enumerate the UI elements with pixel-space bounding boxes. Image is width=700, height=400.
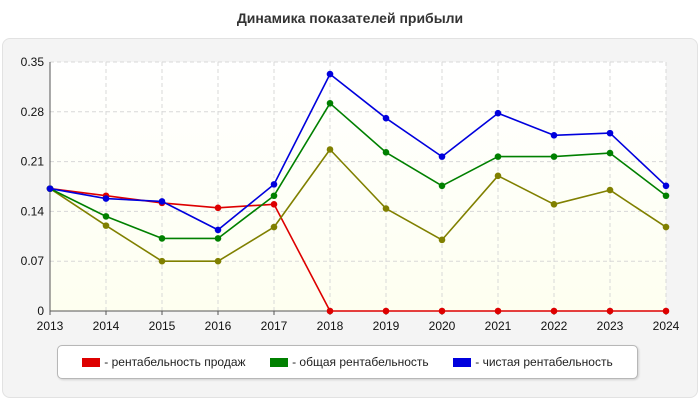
data-point bbox=[550, 200, 558, 208]
legend-label: - чистая рентабельность bbox=[475, 355, 613, 369]
x-tick-label: 2022 bbox=[541, 319, 568, 333]
x-tick-label: 2018 bbox=[317, 319, 344, 333]
data-point bbox=[382, 149, 390, 156]
data-point bbox=[382, 307, 390, 315]
data-point bbox=[438, 153, 446, 160]
data-point bbox=[158, 235, 166, 242]
data-point bbox=[270, 181, 278, 188]
y-tick-label: 0.07 bbox=[21, 254, 45, 268]
data-point bbox=[382, 205, 390, 212]
data-point bbox=[102, 195, 110, 202]
data-point bbox=[270, 200, 278, 208]
data-point bbox=[662, 223, 670, 231]
x-tick-label: 2015 bbox=[149, 319, 176, 333]
data-point bbox=[662, 182, 670, 190]
data-point bbox=[326, 70, 334, 78]
x-tick-label: 2016 bbox=[205, 319, 232, 333]
data-point bbox=[550, 307, 558, 315]
x-tick-label: 2021 bbox=[485, 319, 512, 333]
y-tick-label: 0.35 bbox=[21, 55, 45, 69]
data-point bbox=[326, 146, 334, 153]
legend-swatch bbox=[82, 357, 101, 367]
x-tick-label: 2019 bbox=[373, 319, 400, 333]
data-point bbox=[214, 204, 222, 212]
legend-swatch bbox=[453, 357, 472, 367]
data-point bbox=[102, 222, 110, 229]
data-point bbox=[326, 307, 334, 315]
series-line-3 bbox=[49, 73, 667, 231]
series-line-1 bbox=[49, 148, 667, 263]
data-point bbox=[494, 172, 502, 180]
data-point bbox=[382, 114, 390, 122]
data-point bbox=[662, 307, 670, 315]
data-point bbox=[550, 131, 558, 139]
x-tick-label: 2020 bbox=[429, 319, 456, 333]
legend-item-0: - рентабельность продаж bbox=[82, 355, 246, 369]
x-tick-label: 2014 bbox=[93, 319, 120, 333]
data-point bbox=[550, 153, 558, 160]
data-point bbox=[438, 236, 446, 244]
data-point bbox=[606, 186, 614, 194]
data-point bbox=[438, 307, 446, 315]
x-tick-label: 2017 bbox=[261, 319, 288, 333]
data-point bbox=[494, 307, 502, 315]
legend-swatch bbox=[270, 357, 289, 367]
data-point bbox=[214, 257, 222, 265]
chart-legend: - рентабельность продаж - общая рентабель… bbox=[57, 345, 638, 379]
data-point bbox=[606, 149, 614, 157]
legend-item-3: - чистая рентабельность bbox=[453, 355, 613, 369]
legend-item-2: - общая рентабельность bbox=[270, 355, 429, 369]
y-tick-label: 0.14 bbox=[21, 204, 45, 218]
data-point bbox=[214, 226, 222, 234]
legend-label: - рентабельность продаж bbox=[104, 355, 246, 369]
data-point bbox=[662, 192, 670, 200]
x-tick-label: 2024 bbox=[653, 319, 680, 333]
x-tick-label: 2023 bbox=[597, 319, 624, 333]
series-line-2 bbox=[49, 102, 667, 240]
data-point bbox=[158, 257, 166, 265]
data-point bbox=[270, 223, 278, 231]
x-tick-label: 2013 bbox=[37, 319, 64, 333]
data-point bbox=[326, 99, 334, 107]
data-point bbox=[494, 109, 502, 117]
legend-label: - общая рентабельность bbox=[292, 355, 429, 369]
y-tick-label: 0 bbox=[37, 304, 44, 318]
chart-title: Динамика показателей прибыли bbox=[236, 10, 464, 26]
data-point bbox=[158, 198, 166, 205]
data-point bbox=[606, 307, 614, 315]
plot-background bbox=[50, 62, 666, 311]
data-point bbox=[102, 213, 110, 220]
data-point bbox=[438, 182, 446, 190]
data-point bbox=[46, 185, 54, 192]
y-tick-label: 0.28 bbox=[21, 105, 45, 119]
data-point bbox=[270, 192, 278, 200]
y-tick-label: 0.21 bbox=[21, 155, 45, 169]
data-point bbox=[494, 153, 502, 160]
data-point bbox=[214, 235, 222, 242]
data-point bbox=[606, 129, 614, 137]
